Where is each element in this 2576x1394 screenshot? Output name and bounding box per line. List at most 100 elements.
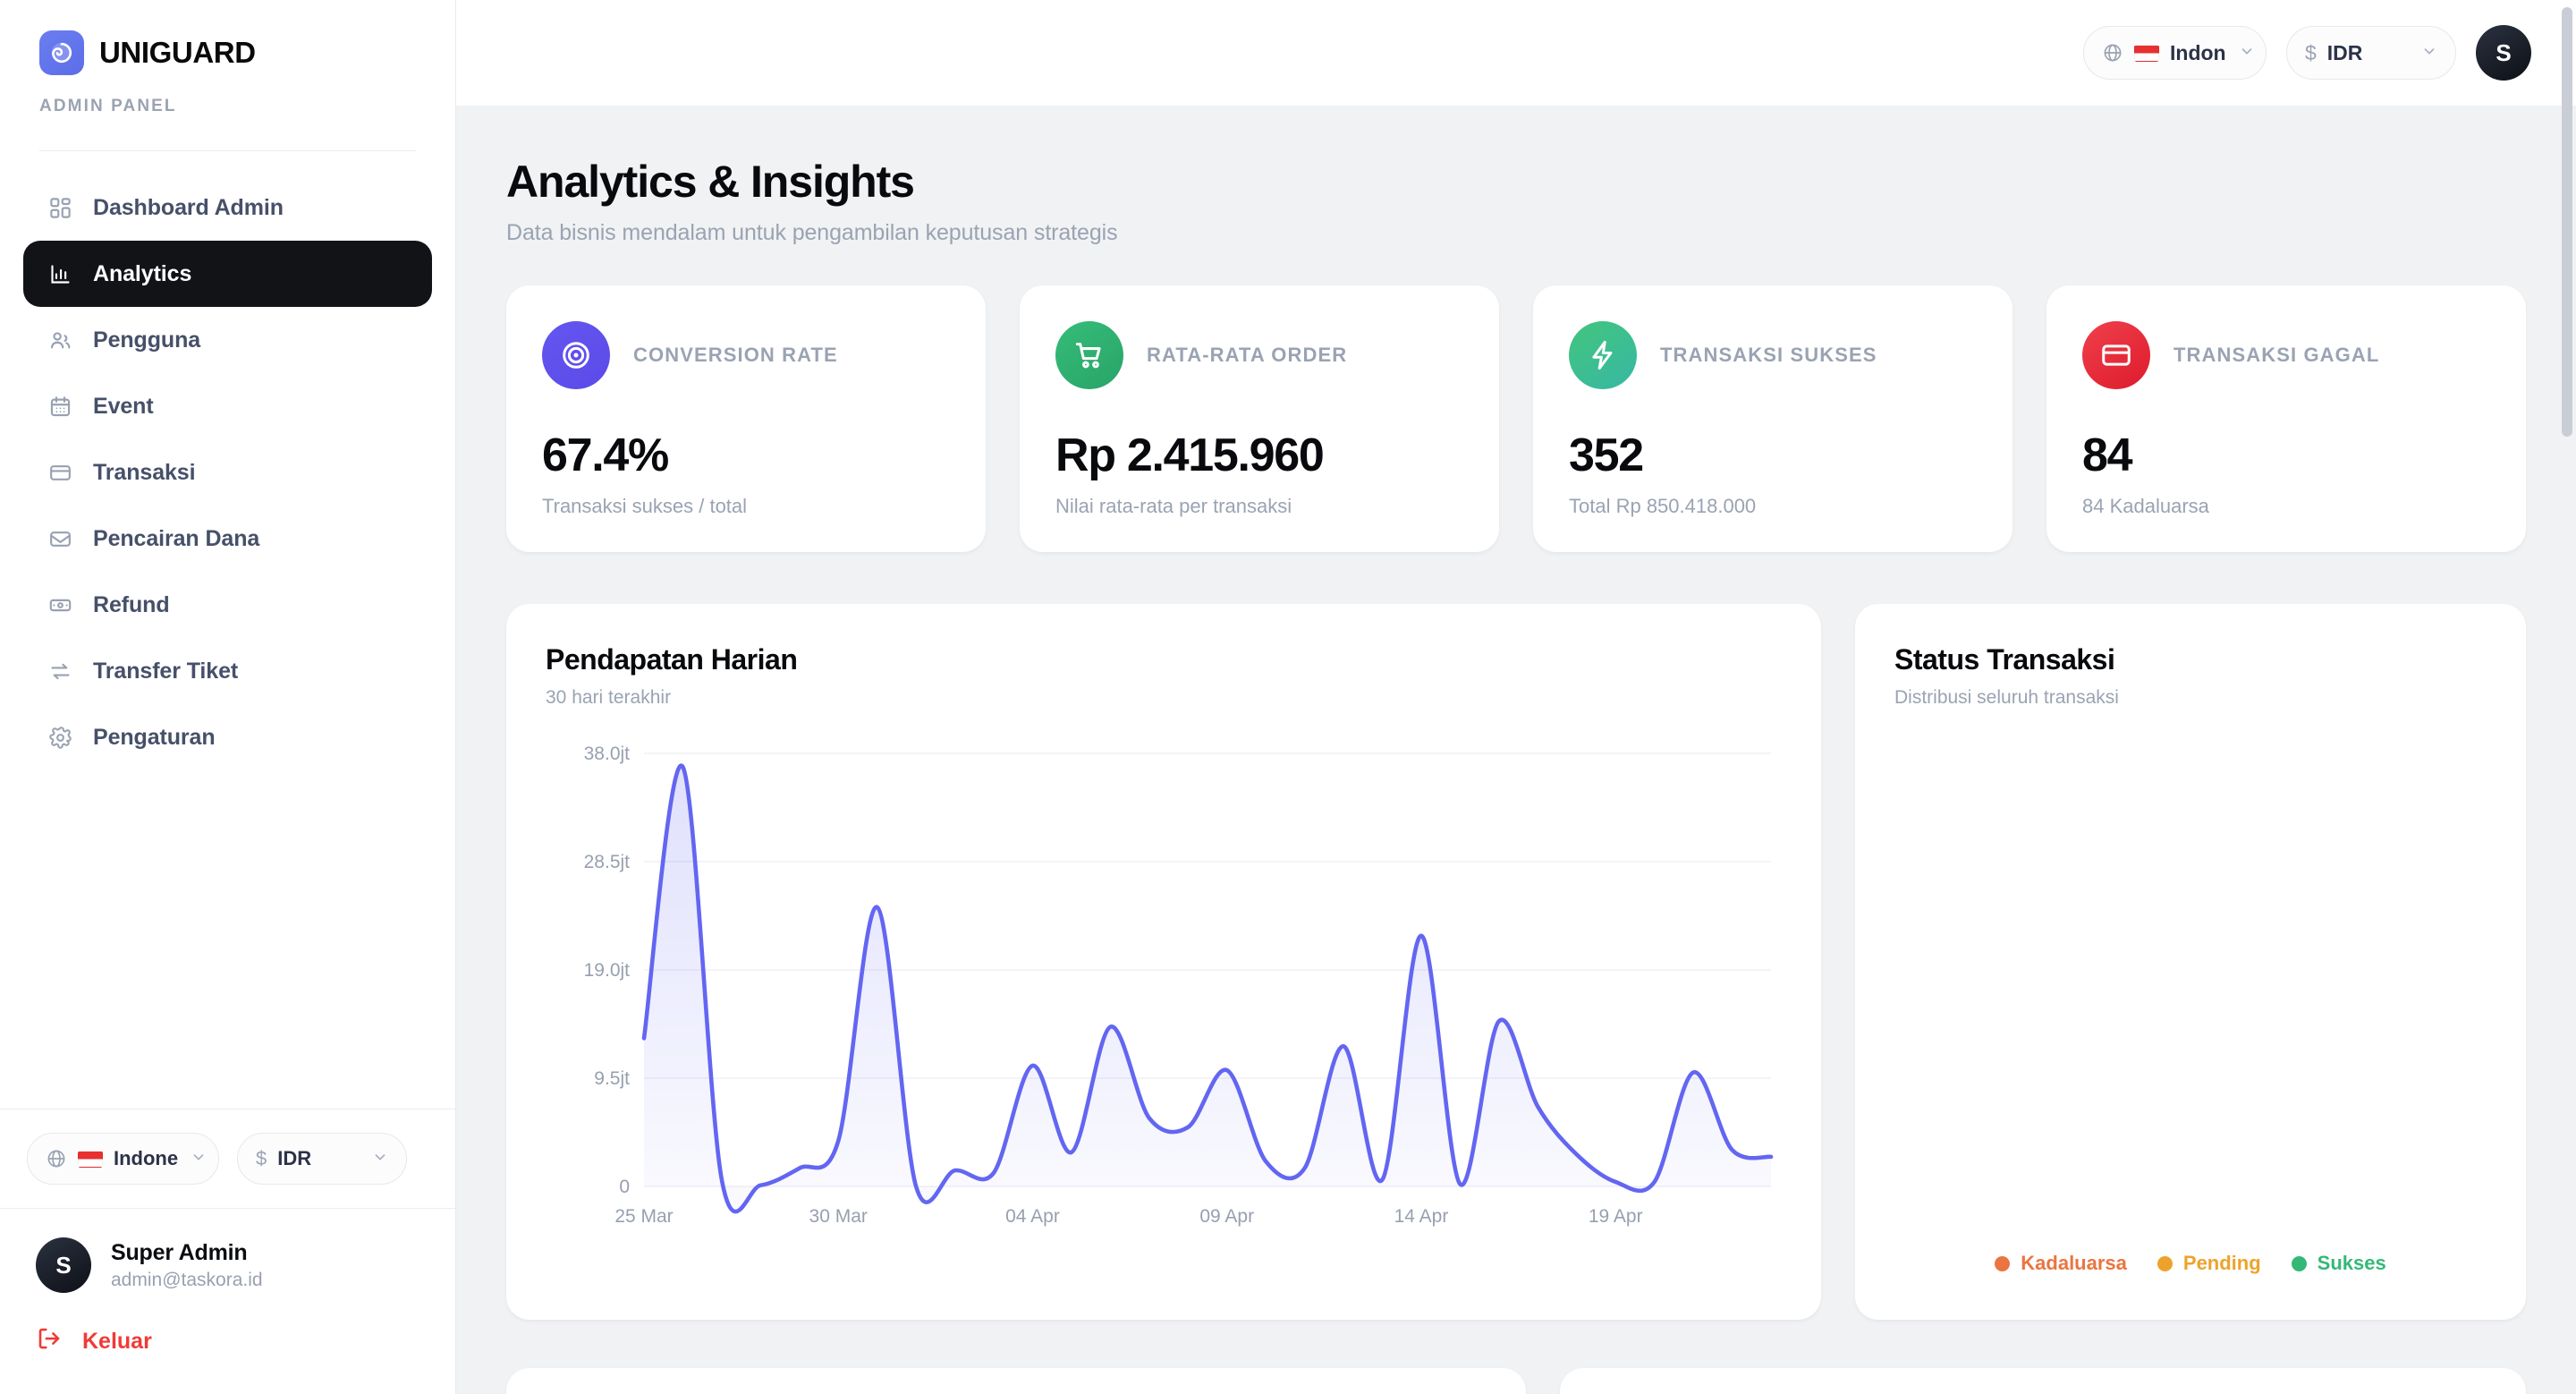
sidebar: UNIGUARD ADMIN PANEL Dashboard Admin (0, 0, 456, 1394)
target-icon (542, 321, 610, 389)
status-legend: Kadaluarsa Pending Sukses (1894, 1252, 2487, 1288)
legend-label: Pending (2182, 1252, 2261, 1274)
revenue-chart-svg: 38.0jt 28.5jt 19.0jt 9.5jt 0 25 Mar 30 Mar 04 … (584, 744, 1774, 1227)
sidebar-item-pencairan-dana[interactable]: Pencairan Dana (23, 506, 432, 572)
stat-card-header: CONVERSION RATE (542, 321, 950, 389)
chart-y-tick: 19.0jt (584, 960, 631, 981)
legend-label: Kadaluarsa (2021, 1252, 2127, 1274)
chart-panels: Pendapatan Harian 30 hari terakhir (506, 604, 2526, 1320)
sidebar-item-label: Transaksi (93, 459, 196, 485)
sidebar-user-block[interactable]: S Super Admin admin@taskora.id (0, 1208, 455, 1293)
calendar-icon (47, 393, 73, 420)
bottom-card-right (1560, 1368, 2526, 1394)
panel-title: Status Transaksi (1894, 643, 2115, 676)
legend-dot-kadaluarsa (1995, 1255, 2011, 1271)
chart-line (641, 763, 1774, 1214)
topbar-currency-selector[interactable]: $ IDR (2286, 26, 2456, 80)
stat-card-label: TRANSAKSI GAGAL (2174, 344, 2380, 366)
page-scrollbar-thumb[interactable] (2562, 7, 2572, 437)
credit-card-icon (47, 459, 73, 486)
chart-x-tick: 04 Apr (1005, 1206, 1060, 1227)
stat-card-transaksi-gagal: TRANSAKSI GAGAL 84 84 Kadaluarsa (2046, 285, 2526, 552)
stat-card-transaksi-sukses: TRANSAKSI SUKSES 352 Total Rp 850.418.00… (1533, 285, 2012, 552)
stat-card-label: TRANSAKSI SUKSES (1660, 344, 1877, 366)
sidebar-item-dashboard-admin[interactable]: Dashboard Admin (23, 174, 432, 241)
sidebar-item-pengaturan[interactable]: Pengaturan (23, 704, 432, 770)
stat-card-value: 84 (2082, 429, 2133, 481)
logout-button[interactable]: Keluar (36, 1325, 419, 1394)
user-row: S Super Admin admin@taskora.id (36, 1237, 419, 1293)
sidebar-language-selector[interactable]: Indone (27, 1133, 219, 1185)
main-area: Indon $ IDR S Analytics & Insights Data … (456, 0, 2576, 1394)
revenue-area-chart[interactable]: 38.0jt 28.5jt 19.0jt 9.5jt 0 25 Mar 30 Mar 04 … (546, 737, 1782, 1238)
legend-item-kadaluarsa[interactable]: Kadaluarsa (1995, 1252, 2127, 1275)
panel-status-transaksi: Status Transaksi Distribusi seluruh tran… (1855, 604, 2526, 1320)
topbar-currency-label: IDR (2326, 40, 2363, 64)
globe-icon (2102, 42, 2123, 64)
sidebar-item-label: Refund (93, 591, 170, 617)
brand-block: UNIGUARD ADMIN PANEL (0, 0, 455, 151)
chart-x-tick: 14 Apr (1394, 1206, 1449, 1227)
topbar-language-selector[interactable]: Indon (2083, 26, 2267, 80)
sidebar-item-pengguna[interactable]: Pengguna (23, 307, 432, 373)
panel-title: Pendapatan Harian (546, 643, 798, 676)
chart-area-fill (644, 765, 1771, 1212)
users-icon (47, 327, 73, 353)
indonesia-flag-icon (2134, 44, 2159, 62)
legend-dot-sukses (2291, 1255, 2307, 1271)
banknote-icon (47, 591, 73, 618)
stat-card-hint: Transaksi sukses / total (542, 495, 748, 517)
sidebar-item-label: Pengaturan (93, 724, 216, 750)
sidebar-language-label: Indone (114, 1147, 179, 1169)
stat-card-label: RATA-RATA ORDER (1147, 344, 1348, 366)
topbar-language-label: Indon (2170, 40, 2226, 64)
status-donut-chart[interactable] (1894, 709, 2487, 1252)
lightning-bolt-icon (1569, 321, 1637, 389)
sidebar-item-label: Dashboard Admin (93, 194, 284, 220)
chevron-down-icon (2239, 43, 2255, 64)
chart-y-tick: 9.5jt (594, 1068, 630, 1089)
topbar-avatar[interactable]: S (2476, 25, 2531, 81)
indonesia-flag-icon (78, 1150, 103, 1168)
legend-label: Sukses (2317, 1252, 2386, 1274)
stat-card-conversion-rate: CONVERSION RATE 67.4% Transaksi sukses /… (506, 285, 986, 552)
sidebar-selectors: Indone $ IDR (0, 1109, 455, 1208)
legend-item-sukses[interactable]: Sukses (2291, 1252, 2386, 1275)
sidebar-currency-label: IDR (277, 1147, 312, 1169)
chart-x-tick: 25 Mar (614, 1206, 673, 1227)
chart-y-tick: 0 (619, 1177, 630, 1197)
page-content: Analytics & Insights Data bisnis mendala… (456, 106, 2576, 1394)
sidebar-item-analytics[interactable]: Analytics (23, 241, 432, 307)
sidebar-item-label: Pengguna (93, 327, 201, 353)
shopping-cart-icon (1055, 321, 1123, 389)
chevron-down-icon (191, 1149, 207, 1169)
avatar: S (36, 1237, 91, 1293)
stat-card-value: Rp 2.415.960 (1055, 429, 1325, 481)
credit-card-icon (2082, 321, 2150, 389)
arrows-exchange-icon (47, 658, 73, 684)
chevron-down-icon (2421, 43, 2437, 64)
legend-item-pending[interactable]: Pending (2157, 1252, 2261, 1275)
user-text: Super Admin admin@taskora.id (111, 1240, 263, 1291)
sidebar-currency-selector[interactable]: $ IDR (237, 1133, 407, 1185)
sidebar-item-event[interactable]: Event (23, 373, 432, 439)
user-email: admin@taskora.id (111, 1269, 263, 1290)
sidebar-item-transaksi[interactable]: Transaksi (23, 439, 432, 506)
stat-card-rata-rata-order: RATA-RATA ORDER Rp 2.415.960 Nilai rata-… (1020, 285, 1499, 552)
sidebar-item-refund[interactable]: Refund (23, 572, 432, 638)
brand-row[interactable]: UNIGUARD (39, 30, 416, 75)
brand-name: UNIGUARD (99, 36, 256, 69)
page-scrollbar-track[interactable] (2558, 0, 2576, 1394)
bottom-card-left (506, 1368, 1526, 1394)
globe-icon (46, 1148, 67, 1169)
stat-card-value: 67.4% (542, 429, 669, 481)
chart-y-tick: 38.0jt (584, 744, 631, 764)
sidebar-item-label: Event (93, 393, 154, 419)
bottom-cards-row (506, 1368, 2526, 1394)
chevron-down-icon (372, 1149, 388, 1169)
stat-card-hint: 84 Kadaluarsa (2082, 495, 2209, 517)
stat-card-header: RATA-RATA ORDER (1055, 321, 1463, 389)
sidebar-item-transfer-tiket[interactable]: Transfer Tiket (23, 638, 432, 704)
page-title: Analytics & Insights (506, 157, 915, 207)
